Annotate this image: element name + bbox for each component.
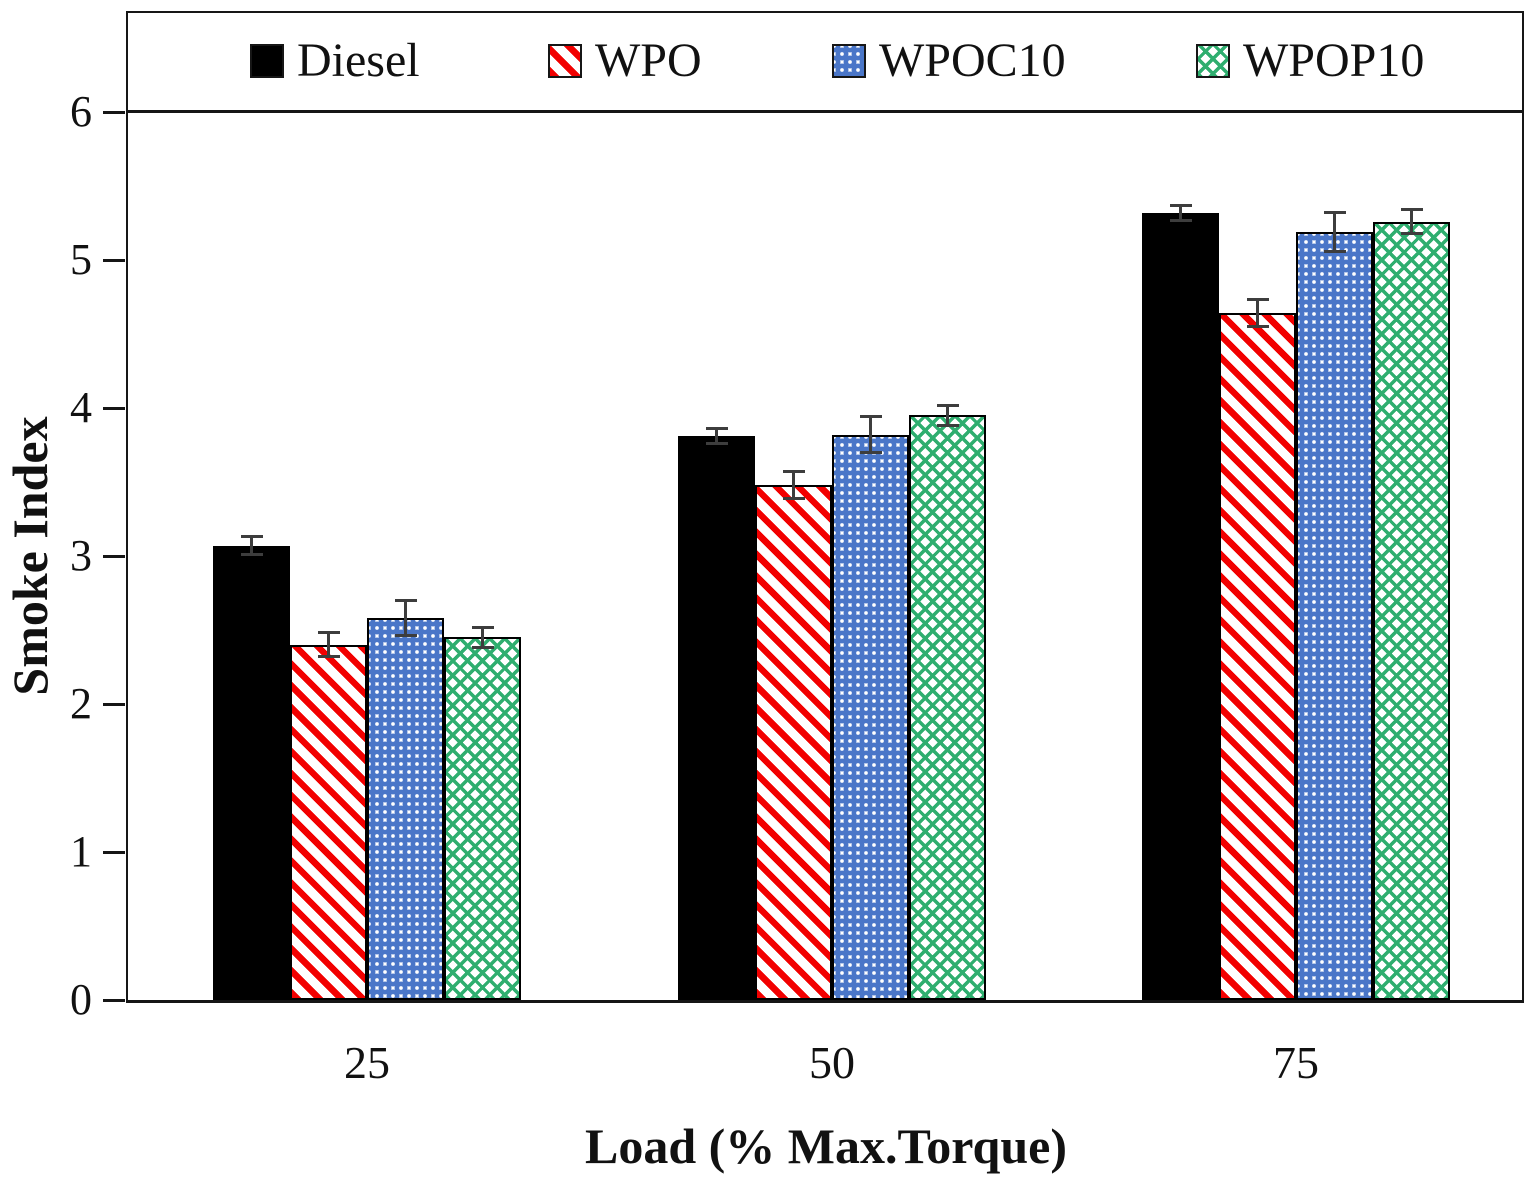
error-bar-diesel-75-cap-bottom bbox=[1169, 218, 1192, 222]
y-tick-label-1: 1 bbox=[70, 827, 92, 876]
error-bar-wpo-25-cap-bottom bbox=[317, 655, 340, 659]
y6-gridline bbox=[126, 110, 1524, 113]
y-tick-mark-1 bbox=[103, 850, 125, 854]
y-tick-label-5: 5 bbox=[70, 235, 92, 284]
error-bar-wpoc10-25 bbox=[404, 598, 407, 638]
error-bar-diesel-25 bbox=[250, 535, 253, 556]
legend-label-wpop10: WPOP10 bbox=[1243, 34, 1425, 87]
y-tick-mark-0 bbox=[103, 998, 125, 1002]
bar-diesel-75 bbox=[1142, 212, 1219, 1000]
error-bar-wpop10-75-cap-top bbox=[1400, 208, 1423, 212]
y-tick-label-3: 3 bbox=[70, 531, 92, 580]
error-bar-wpoc10-25-cap-top bbox=[394, 598, 417, 602]
error-bar-wpo-75-cap-top bbox=[1246, 298, 1269, 302]
legend-item-wpop10: WPOP10 bbox=[1196, 37, 1424, 85]
error-bar-wpop10-75 bbox=[1410, 208, 1413, 235]
x-axis-title: Load (% Max.Torque) bbox=[584, 1118, 1068, 1174]
error-bar-diesel-50-cap-bottom bbox=[705, 442, 728, 445]
legend-item-wpo: WPO bbox=[548, 37, 702, 85]
error-bar-wpo-50-cap-top bbox=[782, 470, 805, 474]
legend-swatch-wpoc10 bbox=[832, 44, 866, 78]
bar-wpoc10-25 bbox=[367, 618, 444, 1000]
error-bar-wpop10-50 bbox=[946, 403, 949, 428]
y-tick-mark-6 bbox=[103, 110, 125, 114]
bar-wpo-75 bbox=[1219, 313, 1296, 1000]
error-bar-wpo-75 bbox=[1256, 298, 1259, 329]
y-tick-mark-2 bbox=[103, 702, 125, 706]
error-bar-wpoc10-50-cap-top bbox=[859, 415, 882, 419]
legend-swatch-diesel bbox=[250, 44, 284, 78]
error-bar-wpoc10-50-cap-bottom bbox=[859, 450, 882, 454]
error-bar-wpoc10-25-cap-bottom bbox=[394, 634, 417, 638]
error-bar-wpop10-50-cap-top bbox=[936, 403, 959, 407]
bar-wpo-25 bbox=[290, 644, 367, 1000]
bar-wpop10-50 bbox=[909, 415, 986, 1000]
legend-label-diesel: Diesel bbox=[297, 34, 420, 87]
y-axis-title: Smoke Index bbox=[2, 416, 58, 696]
error-bar-wpo-75-cap-bottom bbox=[1246, 325, 1269, 329]
x-category-label-50: 50 bbox=[809, 1037, 855, 1088]
y-tick-mark-3 bbox=[103, 554, 125, 558]
error-bar-wpop10-25-cap-bottom bbox=[471, 646, 494, 650]
error-bar-wpo-50 bbox=[792, 470, 795, 500]
bar-diesel-50 bbox=[678, 436, 755, 1000]
y-tick-label-6: 6 bbox=[70, 87, 92, 136]
error-bar-diesel-75 bbox=[1179, 203, 1182, 222]
error-bar-diesel-50-cap-top bbox=[705, 427, 728, 431]
bar-wpop10-25 bbox=[444, 637, 521, 1000]
error-bar-diesel-25-cap-top bbox=[240, 535, 263, 539]
y-tick-label-0: 0 bbox=[70, 975, 92, 1024]
legend-swatch-wpo bbox=[548, 44, 582, 78]
error-bar-wpo-25-cap-top bbox=[317, 631, 340, 635]
error-bar-wpop10-25 bbox=[481, 625, 484, 650]
x-category-label-75: 75 bbox=[1273, 1037, 1319, 1088]
bar-wpop10-75 bbox=[1373, 221, 1450, 1000]
error-bar-wpop10-50-cap-bottom bbox=[936, 424, 959, 428]
legend-item-diesel: Diesel bbox=[250, 37, 420, 85]
error-bar-diesel-75-cap-top bbox=[1169, 203, 1192, 207]
y-tick-label-2: 2 bbox=[70, 679, 92, 728]
error-bar-wpop10-25-cap-top bbox=[471, 625, 494, 629]
bar-diesel-25 bbox=[213, 545, 290, 1000]
error-bar-wpoc10-75-cap-bottom bbox=[1323, 249, 1346, 253]
error-bar-wpoc10-75-cap-top bbox=[1323, 211, 1346, 215]
y-tick-label-4: 4 bbox=[70, 383, 92, 432]
y-tick-mark-4 bbox=[103, 406, 125, 410]
plot-frame bbox=[126, 11, 1524, 1003]
error-bar-wpop10-75-cap-bottom bbox=[1400, 231, 1423, 235]
error-bar-wpo-25 bbox=[327, 631, 330, 659]
x-category-label-25: 25 bbox=[344, 1037, 390, 1088]
error-bar-diesel-50 bbox=[715, 427, 718, 445]
bar-wpoc10-50 bbox=[832, 434, 909, 1000]
legend-swatch-wpop10 bbox=[1196, 44, 1230, 78]
error-bar-wpo-50-cap-bottom bbox=[782, 496, 805, 500]
legend-item-wpoc10: WPOC10 bbox=[832, 37, 1066, 85]
y-tick-mark-5 bbox=[103, 258, 125, 262]
bar-wpo-50 bbox=[755, 484, 832, 1000]
legend-label-wpo: WPO bbox=[595, 34, 702, 87]
error-bar-diesel-25-cap-bottom bbox=[240, 553, 263, 556]
bar-wpoc10-75 bbox=[1296, 231, 1373, 1000]
error-bar-wpoc10-50 bbox=[869, 415, 872, 454]
legend-label-wpoc10: WPOC10 bbox=[879, 34, 1066, 87]
error-bar-wpoc10-75 bbox=[1333, 211, 1336, 253]
